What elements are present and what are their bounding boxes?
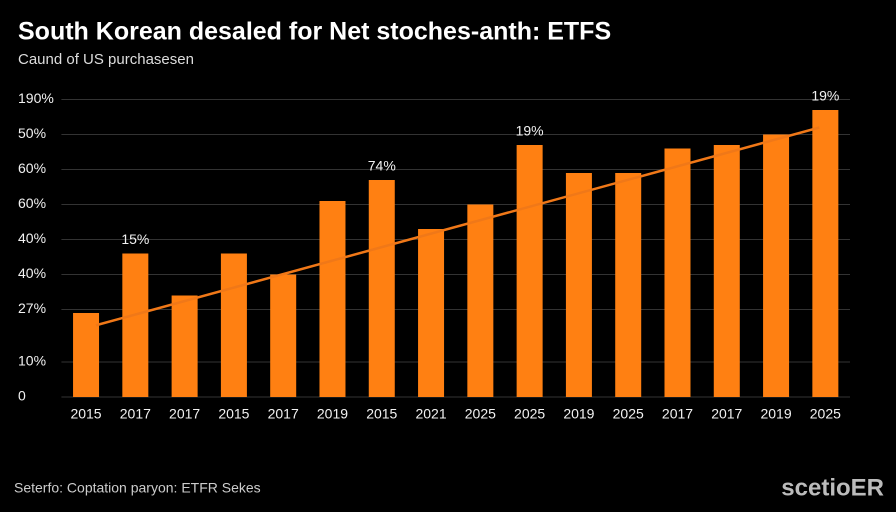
y-tick-label: 190% (18, 90, 54, 106)
bar (516, 145, 543, 397)
x-tick-label: 2021 (415, 406, 446, 422)
x-tick-label: 2015 (70, 406, 101, 422)
y-tick-label: 40% (18, 230, 46, 246)
annotation: 15% (121, 231, 149, 247)
x-tick-label: 2017 (120, 406, 151, 422)
x-tick-label: 2025 (514, 406, 545, 422)
source-note: Seterfo: Coptation paryon: ETFR Sekes (14, 480, 261, 496)
x-tick-label: 2019 (317, 406, 348, 422)
bar (418, 229, 445, 397)
bar (368, 180, 395, 397)
x-tick-label: 2015 (366, 406, 397, 422)
x-tick-label: 2019 (563, 406, 594, 422)
x-tick-label: 2015 (218, 406, 249, 422)
chart-subtitle: Caund of US purchasesen (18, 51, 194, 68)
x-tick-label: 2017 (268, 406, 299, 422)
y-tick-label: 50% (18, 125, 46, 141)
x-tick-label: 2019 (760, 406, 791, 422)
bar (467, 204, 494, 397)
annotation: 74% (368, 158, 396, 174)
chart-title: South Korean desaled for Net stoches-ant… (18, 18, 611, 46)
trend-line (95, 126, 820, 327)
annotation: 19% (516, 123, 544, 139)
bar (763, 134, 790, 397)
bar (713, 145, 740, 397)
y-tick-label: 60% (18, 160, 46, 176)
annotation: 19% (811, 88, 839, 104)
bar (171, 295, 198, 397)
watermark: scetioER (781, 474, 884, 501)
bar (812, 110, 839, 397)
x-tick-label: 2017 (169, 406, 200, 422)
bar (565, 173, 592, 397)
x-tick-label: 2017 (662, 406, 693, 422)
bar (220, 253, 247, 397)
bar (270, 274, 297, 397)
bar (122, 253, 149, 397)
bar (664, 148, 691, 397)
x-tick-label: 2025 (465, 406, 496, 422)
y-tick-label: 0 (18, 388, 26, 404)
y-tick-label: 40% (18, 265, 46, 281)
bar (73, 313, 100, 397)
x-tick-label: 2025 (613, 406, 644, 422)
x-tick-label: 2017 (711, 406, 742, 422)
bar (319, 201, 346, 397)
y-tick-label: 27% (18, 300, 46, 316)
bar (615, 173, 642, 397)
x-tick-label: 2025 (810, 406, 841, 422)
y-tick-label: 60% (18, 195, 46, 211)
y-tick-label: 10% (18, 353, 46, 369)
